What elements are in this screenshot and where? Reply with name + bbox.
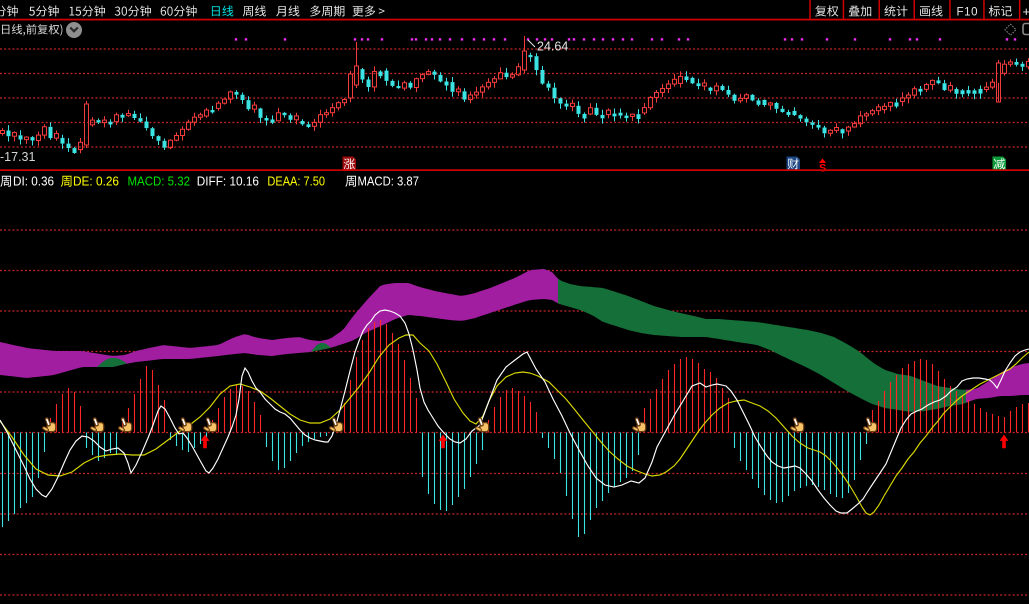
svg-text:MACD: 3.87: MACD: 3.87 [358,175,420,189]
svg-text:+: + [1023,4,1029,19]
svg-text:24.64: 24.64 [537,40,568,54]
svg-text:DEAA: 7.50: DEAA: 7.50 [267,175,325,189]
svg-text:DI: 0.36: DI: 0.36 [13,175,54,189]
svg-text:-17.31: -17.31 [0,150,35,164]
svg-text:DE: 0.26: DE: 0.26 [73,175,119,189]
svg-text:DIFF: 10.16: DIFF: 10.16 [197,175,259,189]
svg-text:MACD: 5.32: MACD: 5.32 [128,175,191,189]
svg-text:F10: F10 [957,7,979,19]
svg-text:S: S [819,163,826,175]
